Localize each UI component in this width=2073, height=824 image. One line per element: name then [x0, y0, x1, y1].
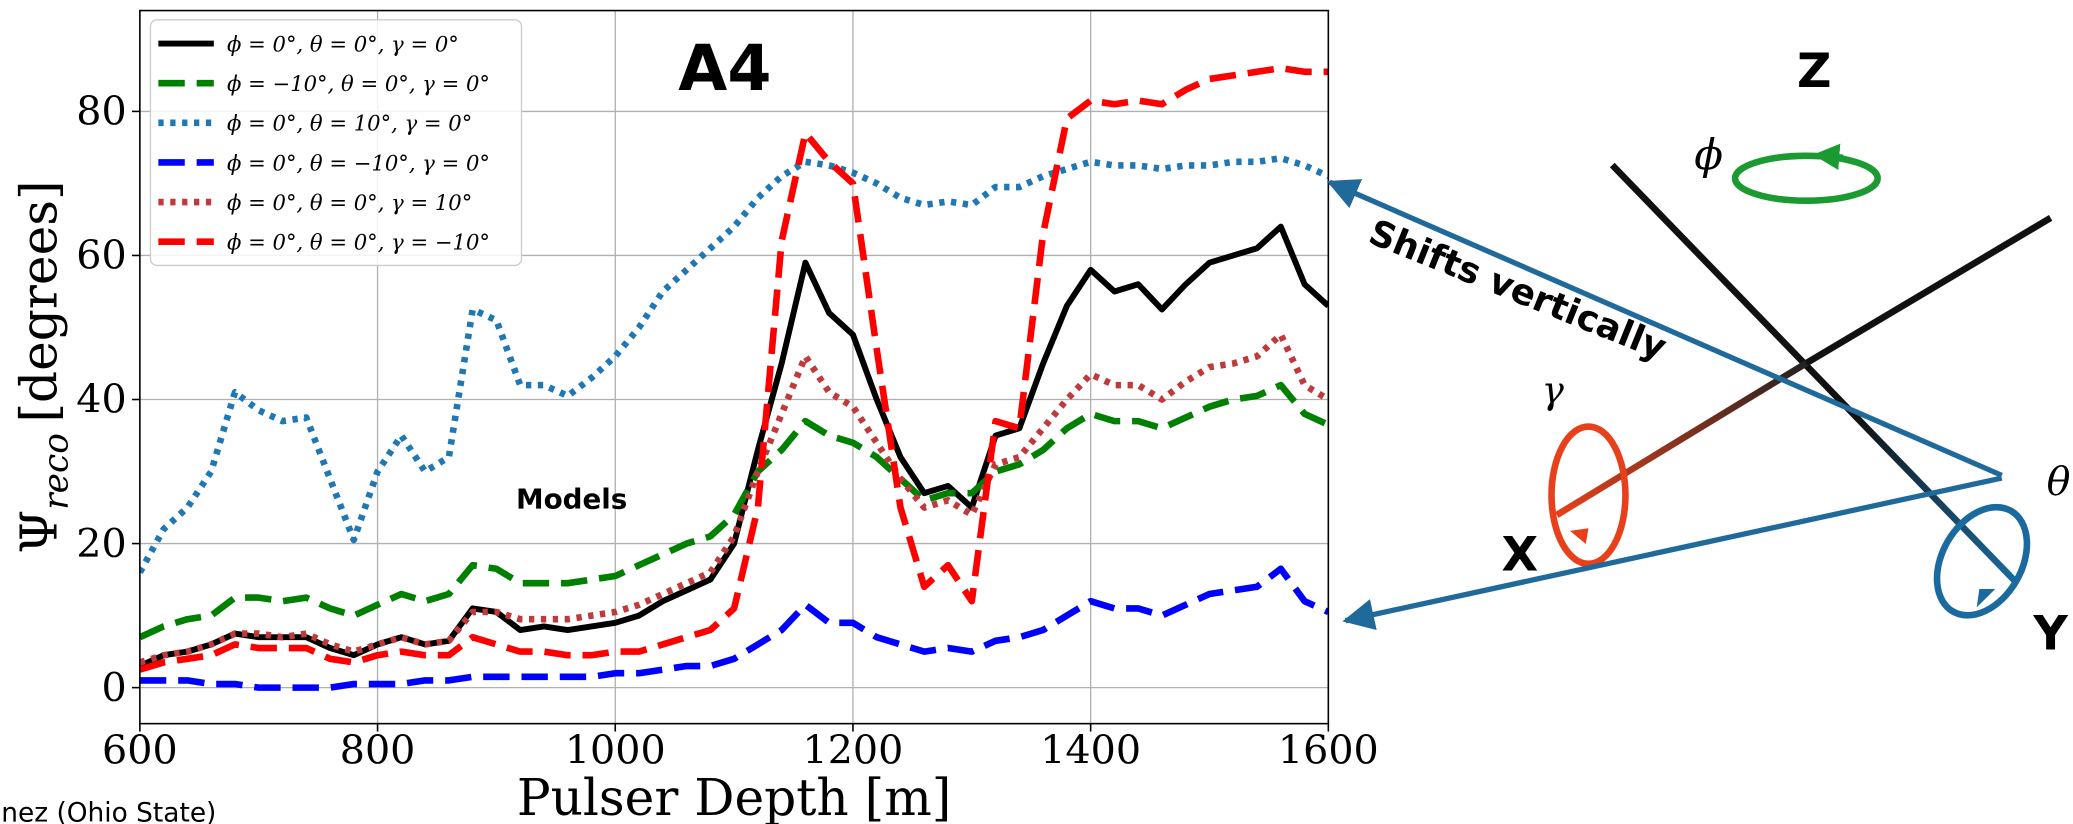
- y-tick-label: 60: [76, 233, 126, 279]
- x-tick-label: 1200: [803, 727, 904, 773]
- theta-rotation: [1933, 503, 2031, 619]
- x-tick-label: 600: [102, 727, 178, 773]
- rotation-label: ϕ: [1694, 130, 1723, 179]
- y-tick-label: 20: [76, 521, 126, 567]
- y-label-unit: [degrees]: [10, 180, 69, 422]
- series-line: [139, 64, 1329, 673]
- legend-label: ϕ = 0°, θ = 10°, γ = 0°: [227, 111, 472, 136]
- legend: ϕ = 0°, θ = 0°, γ = 0° ϕ = −10°, θ = 0°, …: [149, 19, 523, 267]
- y-axis-label: Ψreco [degrees]: [10, 180, 77, 553]
- y-tick-label: 0: [101, 665, 126, 711]
- legend-label: ϕ = 0°, θ = 0°, γ = 10°: [227, 190, 472, 215]
- shift-arrow: [1342, 475, 2003, 631]
- x-tick-label: 1000: [565, 727, 666, 773]
- axes-diagram: Shifts vertically Z X Y ϕ γ θ: [1326, 44, 2071, 662]
- axis-label: X: [1501, 527, 1538, 582]
- legend-label: ϕ = 0°, θ = 0°, γ = −10°: [227, 230, 490, 255]
- x-axis-label: Pulser Depth [m]: [517, 768, 952, 824]
- axis-label: Y: [2032, 607, 2068, 662]
- phi-rotation: [1731, 152, 1881, 205]
- y-label-symbol: Ψ: [10, 510, 69, 554]
- chart-title: A4: [678, 31, 771, 105]
- x-axis-line: [1555, 360, 1809, 518]
- series-line: [139, 565, 1329, 691]
- axis-label: Z: [1797, 44, 1831, 99]
- legend-label: ϕ = 0°, θ = 0°, γ = 0°: [227, 32, 459, 57]
- series-line: [139, 154, 1329, 574]
- axis-line: [1804, 215, 2053, 366]
- plot-frame: [139, 9, 1330, 725]
- gamma-arrow: [1569, 528, 1589, 545]
- series-line: [139, 381, 1329, 641]
- legend-label: ϕ = 0°, θ = −10°, γ = 0°: [227, 150, 490, 175]
- arrow-label: Shifts vertically: [1363, 212, 1672, 369]
- series-group: [139, 64, 1329, 691]
- phi-arrow: [1813, 143, 1844, 170]
- rotation-label: γ: [1542, 369, 1565, 412]
- shift-arrow: [1326, 179, 2003, 478]
- footer: nez (Ohio State): [1, 797, 216, 824]
- y-tick-label: 40: [76, 377, 126, 423]
- legend-label: ϕ = −10°, θ = 0°, γ = 0°: [227, 71, 490, 96]
- series-line: [139, 223, 1329, 669]
- y-tick-label: 80: [76, 89, 126, 135]
- y-axis-line: [1609, 162, 2018, 584]
- legend-frame: [149, 19, 523, 267]
- annotation: Models: [516, 482, 627, 515]
- gamma-rotation: [1548, 423, 1629, 568]
- series-line: [139, 331, 1329, 666]
- x-tick-label: 1600: [1278, 727, 1379, 773]
- x-tick-label: 1400: [1040, 727, 1141, 773]
- plot: 600 800 1000 1200 1400 1600 0 20 40 60 80 ϕ = 0°, θ…: [76, 9, 1379, 773]
- rotation-label: θ: [2047, 459, 2071, 505]
- y-label-subscript: reco: [36, 433, 76, 510]
- x-tick-label: 800: [340, 727, 416, 773]
